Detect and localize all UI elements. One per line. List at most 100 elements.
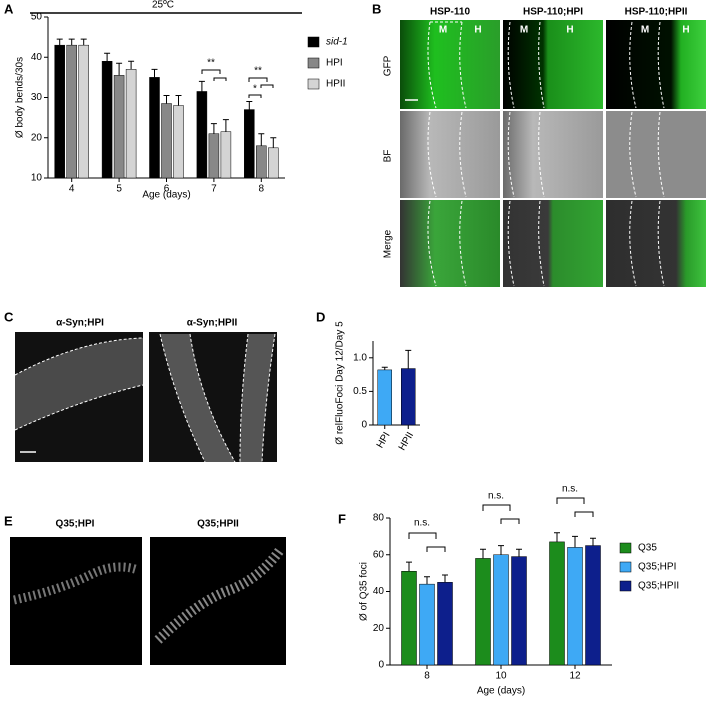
error-bar	[210, 123, 217, 134]
worm	[160, 334, 275, 462]
micrograph	[150, 537, 286, 665]
error-bar	[175, 94, 182, 106]
bar	[268, 147, 279, 179]
y-tick-label: 0	[378, 660, 384, 671]
significance-bracket	[408, 532, 446, 552]
bar	[244, 109, 255, 179]
bar	[78, 44, 89, 179]
error-bar	[151, 68, 158, 78]
y-tick-label: 10	[31, 173, 43, 184]
panel-letter: F	[338, 511, 346, 526]
error-bar	[424, 576, 430, 585]
error-bar	[572, 535, 578, 548]
legend-label: Q35	[638, 543, 657, 554]
annotation: *	[253, 84, 257, 95]
legend-swatch	[307, 36, 320, 48]
bar	[256, 145, 267, 179]
significance-bracket	[201, 69, 227, 81]
error-bar	[246, 101, 253, 110]
bar	[549, 541, 565, 666]
outline	[507, 21, 545, 109]
significance-bracket	[248, 77, 274, 88]
y-axis-label: Ø relFluoFoci Day 12/Day 5	[335, 321, 346, 445]
legend-label: HPII	[326, 79, 345, 90]
x-tick-label: 8	[259, 184, 265, 195]
micrograph	[400, 20, 500, 109]
error-bar	[128, 60, 135, 70]
x-tick-label: 12	[569, 671, 581, 682]
bar	[161, 103, 172, 179]
legend-label: sid-1	[326, 37, 348, 48]
annotation: n.s.	[562, 484, 578, 495]
bar	[377, 369, 392, 426]
panel-e: Q35;HPI Q35;HPII	[10, 519, 286, 665]
bar	[196, 91, 208, 179]
error-bar	[163, 94, 170, 104]
significance-bracket	[248, 94, 262, 98]
y-tick-label: 50	[31, 12, 43, 23]
bar	[173, 105, 184, 179]
bar	[113, 75, 125, 179]
bar	[511, 556, 527, 666]
micrograph	[503, 111, 603, 198]
worm	[154, 547, 285, 644]
panel-letter: C	[4, 309, 14, 324]
error-bar	[116, 62, 123, 76]
outline	[629, 21, 665, 109]
chart-title: 25ºC	[152, 0, 174, 11]
error-bar	[198, 80, 205, 92]
error-bar	[442, 574, 448, 583]
row-label: BF	[383, 150, 394, 163]
bar	[220, 131, 232, 179]
bar	[66, 44, 77, 179]
annotation: **	[207, 58, 215, 69]
error-bar	[406, 561, 412, 572]
bar	[493, 554, 509, 666]
region-label: M	[439, 25, 447, 36]
panel-letter: E	[4, 513, 13, 528]
micrograph	[606, 20, 706, 109]
bar	[437, 582, 453, 666]
y-tick-label: 1.0	[353, 352, 367, 363]
y-tick-label: 20	[373, 623, 385, 634]
legend-label: Q35;HPI	[638, 562, 676, 573]
row-label: GFP	[383, 55, 394, 76]
region-label: H	[682, 25, 689, 36]
column-header: Q35;HPII	[197, 519, 239, 530]
y-tick-label: 0.5	[353, 386, 367, 397]
error-bar	[498, 545, 504, 555]
outline	[427, 21, 467, 109]
y-tick-label: 40	[373, 586, 385, 597]
bar	[208, 133, 220, 179]
column-header: HSP-110;HPII	[625, 7, 688, 18]
y-tick-label: 80	[373, 513, 385, 524]
error-bar	[590, 537, 596, 546]
bar	[475, 558, 491, 666]
outline	[159, 333, 276, 463]
bar	[401, 571, 417, 666]
region-label: H	[474, 25, 481, 36]
x-tick-label: HPII	[397, 430, 416, 452]
x-tick-label: 6	[164, 184, 170, 195]
annotation: n.s.	[488, 491, 504, 502]
panel-letter: B	[372, 1, 381, 16]
error-bar	[56, 38, 63, 46]
error-bar	[516, 548, 522, 557]
column-header: α-Syn;HPI	[56, 318, 104, 329]
bar	[419, 583, 435, 666]
column-header: Q35;HPI	[56, 519, 95, 530]
error-bar	[381, 366, 388, 370]
error-bar	[222, 119, 229, 132]
micrograph	[400, 200, 500, 287]
x-tick-label: 7	[211, 184, 217, 195]
annotation: **	[254, 66, 262, 77]
micrograph	[400, 111, 500, 198]
y-tick-label: 0	[361, 420, 367, 431]
x-tick-label: 5	[116, 184, 122, 195]
x-tick-label: 10	[495, 671, 507, 682]
micrograph	[606, 111, 706, 198]
legend-swatch	[619, 542, 632, 554]
bar	[401, 368, 416, 426]
bar	[54, 44, 65, 179]
